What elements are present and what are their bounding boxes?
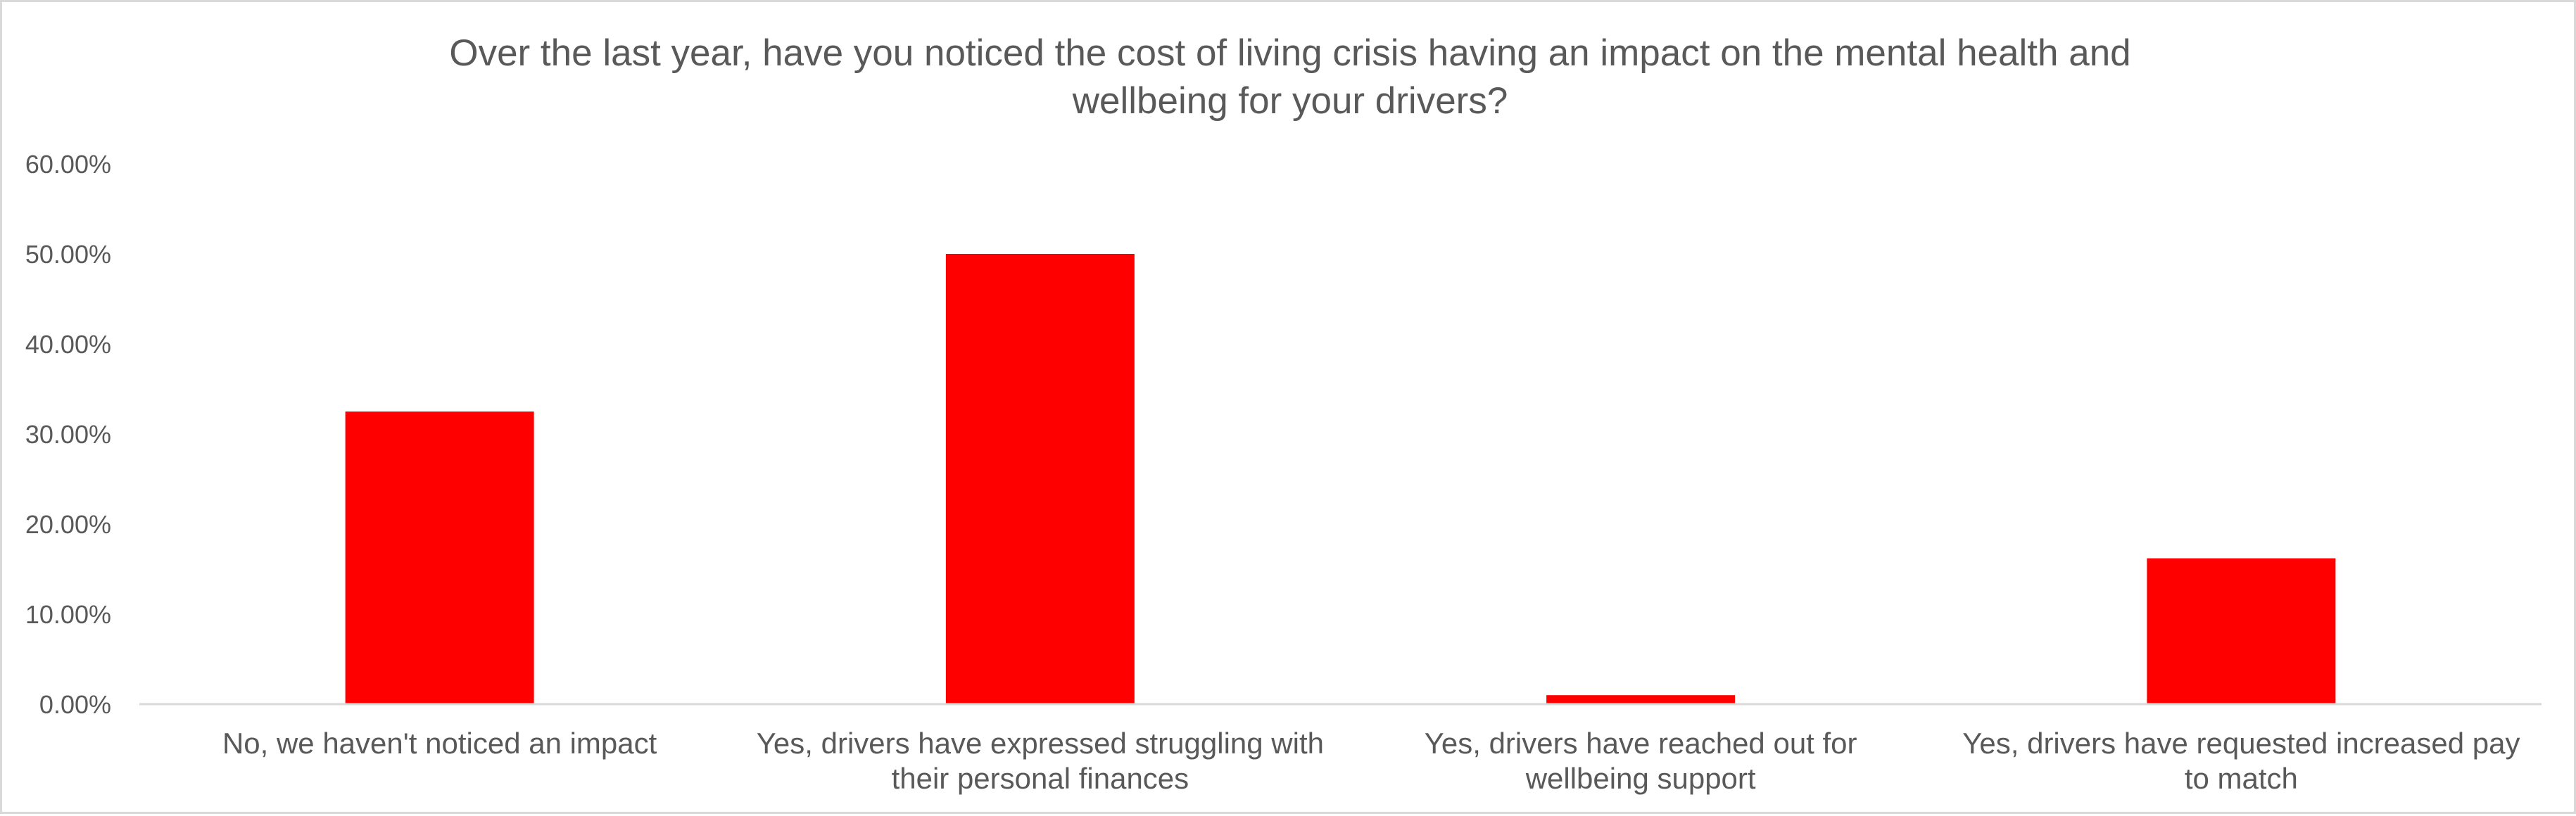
chart-title: Over the last year, have you noticed the… — [449, 32, 2130, 122]
bar — [1546, 695, 1736, 704]
y-axis: 0.00% 10.00% 20.00% 30.00% 40.00% 50.00% 60.00… — [25, 150, 111, 719]
x-category-label: their personal finances — [892, 762, 1189, 795]
bars — [345, 254, 2336, 704]
x-category-label: to match — [2185, 762, 2298, 795]
y-tick-label: 10.00% — [25, 600, 111, 629]
x-category-label: No, we haven't noticed an impact — [222, 727, 657, 760]
x-category-label: wellbeing support — [1525, 762, 1756, 795]
y-tick-label: 60.00% — [25, 150, 111, 179]
x-category-label: Yes, drivers have expressed struggling w… — [757, 727, 1324, 760]
y-tick-label: 50.00% — [25, 240, 111, 269]
y-tick-label: 30.00% — [25, 420, 111, 449]
chart-title-line: wellbeing for your drivers? — [1072, 80, 1508, 122]
y-tick-label: 0.00% — [39, 690, 111, 719]
bar — [945, 254, 1135, 704]
x-category-label: Yes, drivers have reached out for — [1425, 727, 1857, 760]
y-tick-label: 40.00% — [25, 330, 111, 359]
x-category-label: Yes, drivers have requested increased pa… — [1962, 727, 2520, 760]
bar — [345, 412, 534, 704]
x-axis: No, we haven't noticed an impact Yes, dri… — [139, 703, 2542, 795]
chart-title-line: Over the last year, have you noticed the… — [449, 32, 2130, 74]
bar — [2147, 558, 2336, 704]
y-tick-label: 20.00% — [25, 510, 111, 539]
